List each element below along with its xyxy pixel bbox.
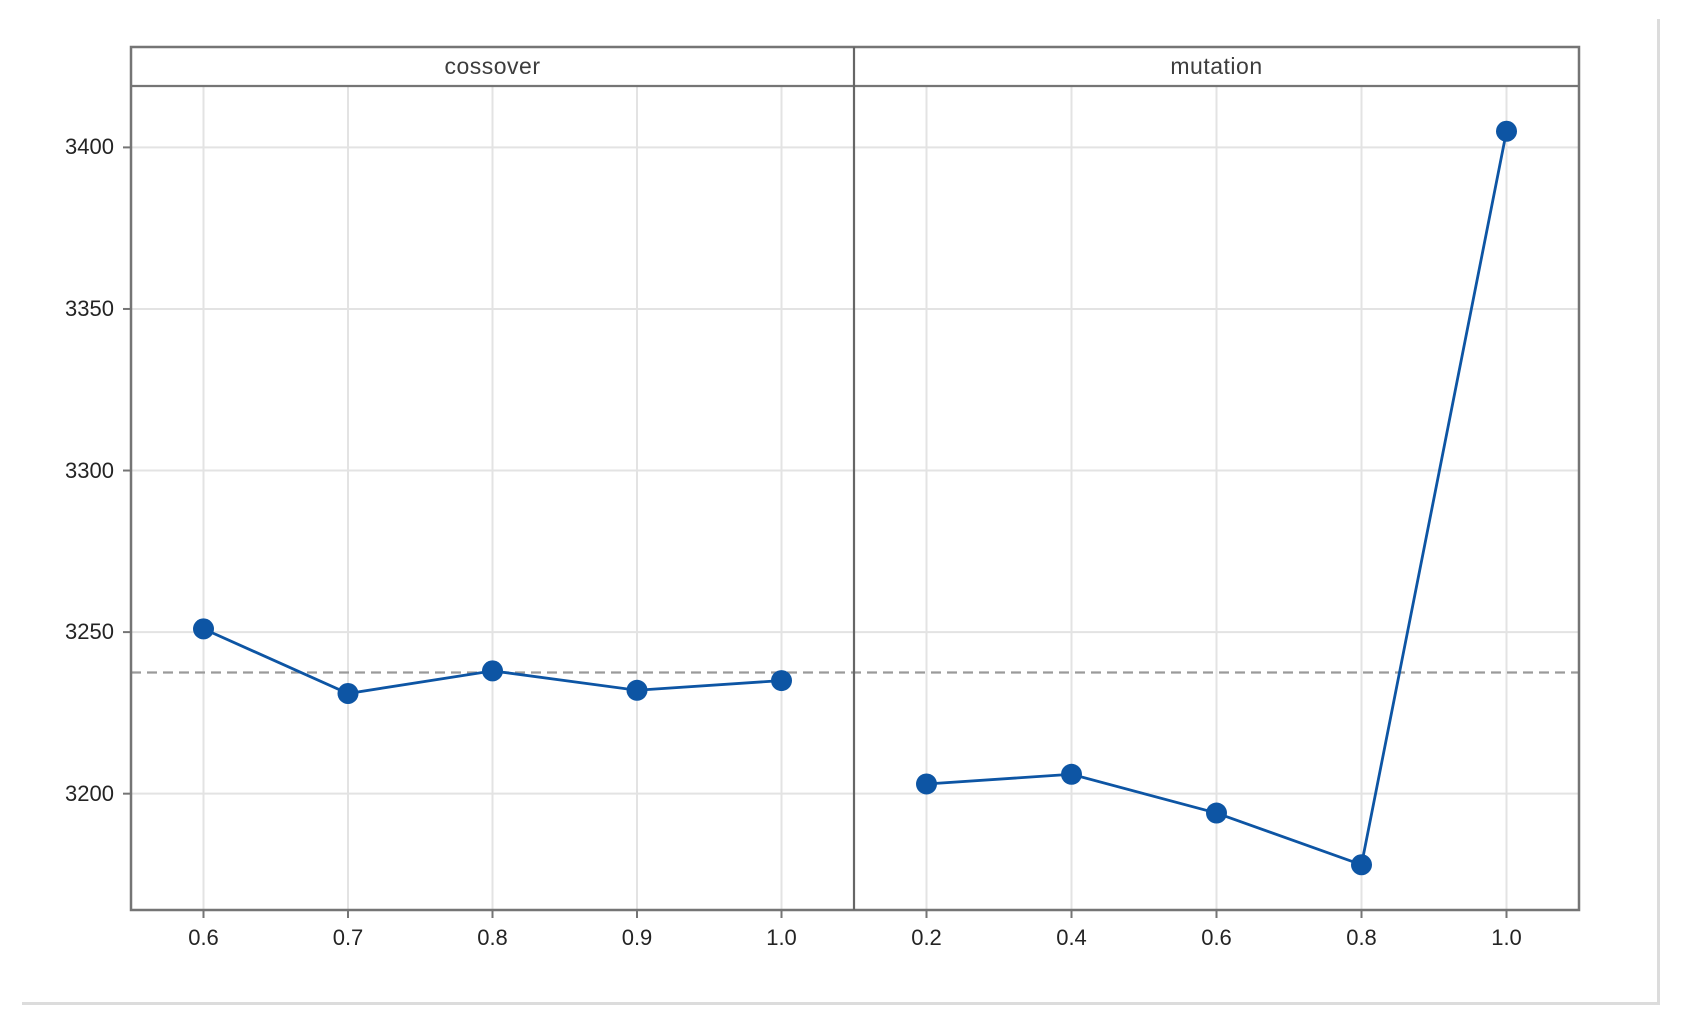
data-point-marker xyxy=(916,773,937,795)
y-tick-label: 3300 xyxy=(65,457,114,483)
y-tick-label: 3200 xyxy=(65,780,114,806)
y-tick-label: 3250 xyxy=(65,619,114,645)
x-tick-label: 0.2 xyxy=(911,925,942,950)
x-tick-label: 1.0 xyxy=(766,925,797,950)
data-point-marker xyxy=(193,618,214,640)
content-edge-right xyxy=(1657,19,1660,1005)
data-point-marker xyxy=(626,679,648,701)
data-point-marker xyxy=(1496,120,1517,142)
data-point-marker xyxy=(482,660,503,682)
x-tick-label: 0.4 xyxy=(1056,925,1087,950)
data-point-marker xyxy=(771,670,792,692)
data-point-marker xyxy=(337,682,359,704)
x-tick-label: 1.0 xyxy=(1491,925,1522,950)
x-tick-label: 0.8 xyxy=(477,925,508,950)
x-tick-label: 0.8 xyxy=(1346,925,1377,950)
x-tick-label: 0.6 xyxy=(1201,925,1232,950)
data-point-marker xyxy=(1206,802,1227,824)
panel-title-mutation: mutation xyxy=(1170,53,1263,79)
x-tick-label: 0.6 xyxy=(188,925,219,950)
x-tick-label: 0.7 xyxy=(332,925,364,950)
y-tick-label: 3350 xyxy=(65,295,114,321)
panel-title-cossover: cossover xyxy=(444,53,541,79)
content-edge-bottom xyxy=(22,1002,1660,1005)
data-point-marker xyxy=(1351,854,1372,876)
data-point-marker xyxy=(1061,763,1082,785)
y-tick-label: 3400 xyxy=(65,134,114,160)
x-tick-label: 0.9 xyxy=(621,925,653,950)
